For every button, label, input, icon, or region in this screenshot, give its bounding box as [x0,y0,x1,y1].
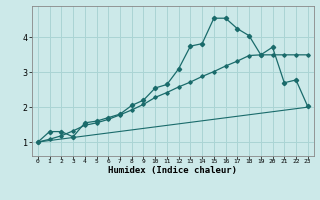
X-axis label: Humidex (Indice chaleur): Humidex (Indice chaleur) [108,166,237,175]
